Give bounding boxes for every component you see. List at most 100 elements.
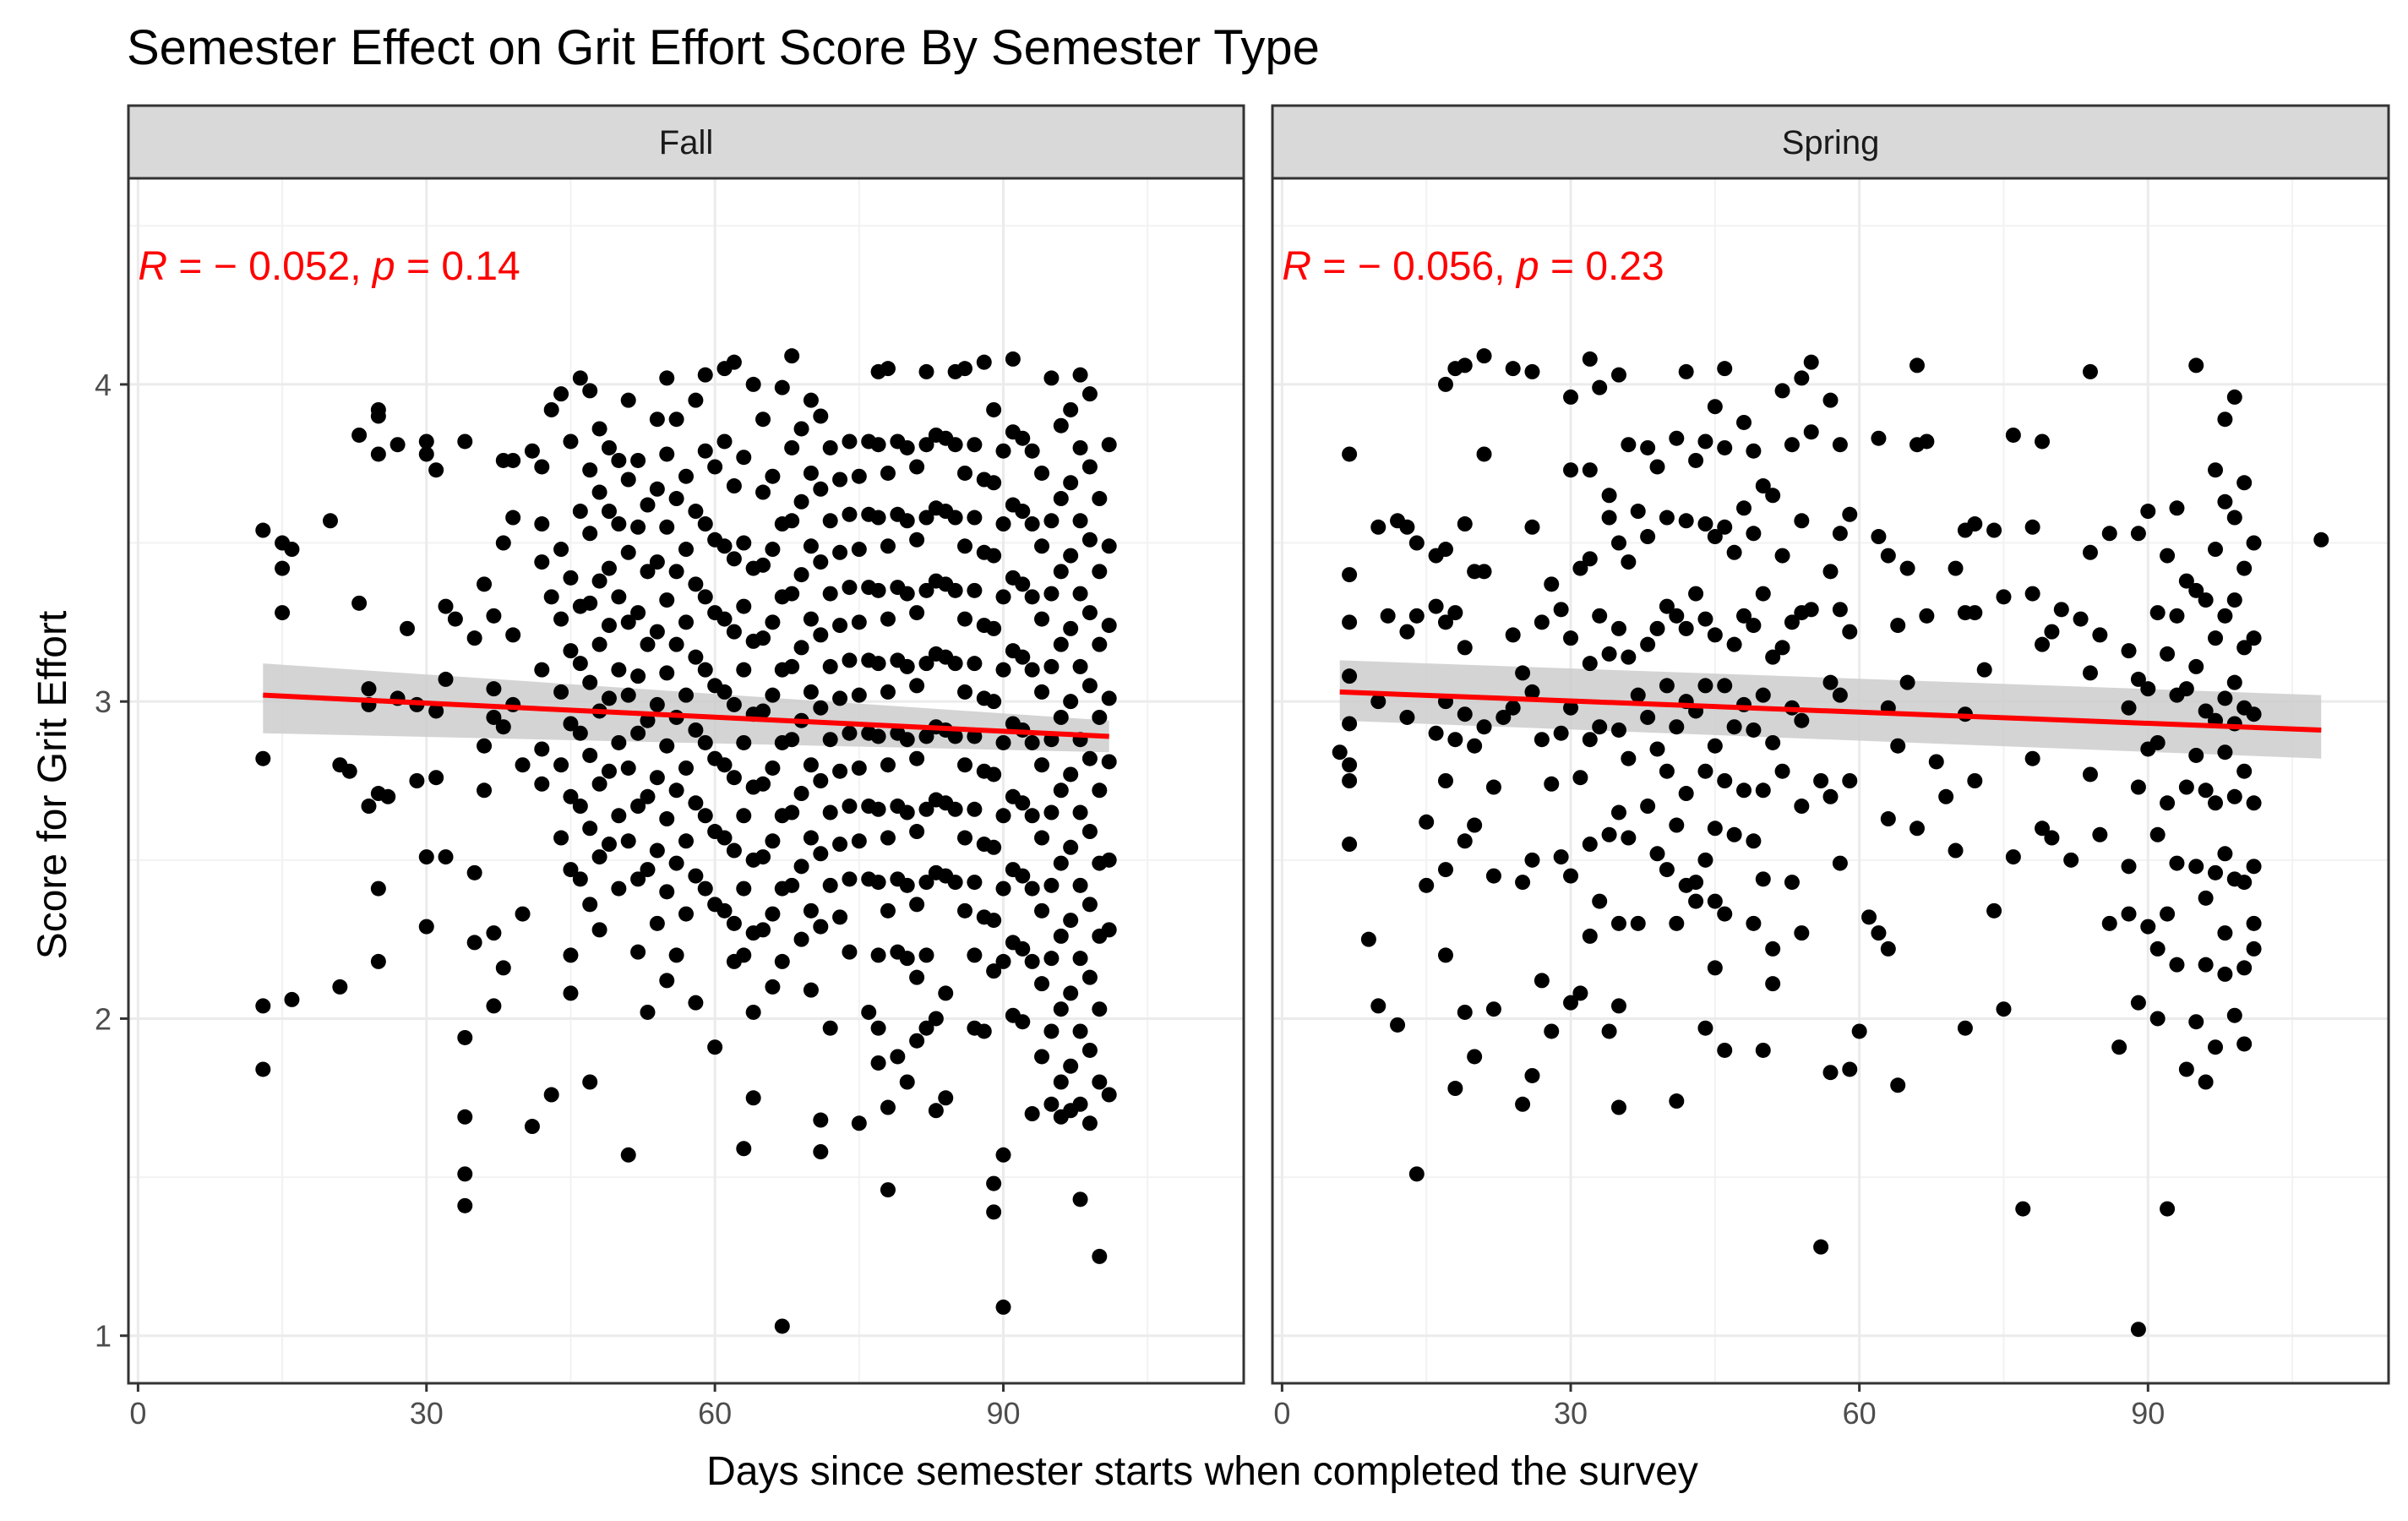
data-point [1043, 658, 1060, 674]
data-point [1092, 564, 1108, 580]
annotation-p-symbol: p [371, 244, 395, 289]
data-point [563, 570, 579, 586]
data-point [534, 459, 550, 475]
data-point [1053, 1001, 1069, 1017]
data-point [1005, 351, 1021, 367]
data-point [1880, 811, 1896, 827]
data-point [2101, 526, 2117, 542]
data-point [957, 538, 972, 554]
data-point [899, 1074, 915, 1090]
data-point [716, 611, 733, 627]
data-point [2198, 782, 2214, 799]
data-point [1621, 554, 1637, 570]
data-point [678, 833, 694, 849]
data-point [591, 421, 607, 437]
data-point [947, 801, 963, 817]
data-point [1794, 370, 1810, 386]
data-point [1072, 877, 1088, 893]
data-point [1419, 814, 1435, 830]
data-point [524, 1119, 540, 1135]
data-point [842, 433, 858, 450]
data-point [899, 951, 915, 967]
data-point [899, 877, 915, 893]
x-tick-label: 90 [986, 1396, 1020, 1431]
data-point [851, 614, 867, 630]
data-point [601, 439, 617, 455]
data-point [1765, 649, 1781, 665]
data-point [1832, 437, 1848, 453]
data-point [1081, 532, 1098, 548]
data-point [918, 363, 934, 379]
data-point [803, 465, 819, 481]
data-point [611, 808, 627, 824]
data-point [832, 544, 848, 560]
data-point [2217, 493, 2233, 510]
data-point [716, 684, 733, 700]
data-point [918, 582, 934, 598]
data-point [2188, 859, 2204, 875]
data-point [640, 862, 656, 878]
data-point [1640, 529, 1656, 545]
data-point [890, 1049, 906, 1065]
data-point [870, 801, 886, 817]
data-point [1408, 608, 1425, 624]
data-point [880, 902, 896, 919]
data-point [361, 799, 377, 815]
data-point [1370, 519, 1387, 535]
data-point [755, 703, 771, 719]
data-point [2198, 957, 2214, 973]
data-point [370, 401, 386, 417]
data-point [938, 1090, 954, 1106]
data-point [630, 605, 646, 621]
data-point [1822, 392, 1839, 408]
data-point [428, 703, 444, 719]
data-point [649, 412, 665, 428]
data-point [736, 1141, 752, 1157]
data-point [870, 1055, 886, 1071]
data-point [1092, 1248, 1108, 1264]
data-point [2246, 940, 2262, 957]
data-point [842, 506, 858, 522]
data-point [688, 576, 704, 592]
data-point [822, 1020, 838, 1036]
data-point [1515, 875, 1531, 891]
data-point [2111, 1039, 2127, 1055]
data-point [428, 770, 444, 786]
data-point [351, 427, 368, 443]
data-point [1919, 433, 1935, 450]
data-point [745, 1004, 761, 1020]
data-point [1467, 738, 1483, 754]
data-point [1832, 526, 1848, 542]
data-point [2140, 504, 2156, 520]
data-point [995, 734, 1011, 750]
data-point [601, 763, 617, 779]
data-point [495, 535, 511, 551]
data-point [1861, 909, 1877, 925]
data-point [1043, 804, 1060, 820]
data-point [668, 947, 684, 963]
data-point [2015, 1201, 2031, 1217]
data-point [1063, 913, 1079, 929]
data-point [649, 624, 665, 640]
data-point [620, 614, 636, 630]
data-point [957, 830, 972, 846]
data-point [678, 760, 694, 776]
data-point [591, 573, 607, 589]
data-point [1610, 1099, 1626, 1115]
data-point [2130, 995, 2146, 1011]
data-point [1485, 1001, 1501, 1017]
data-point [2198, 592, 2214, 608]
data-point [1610, 535, 1626, 551]
data-point [640, 1004, 656, 1020]
data-point [2188, 357, 2204, 373]
data-point [1063, 475, 1079, 491]
data-point [611, 662, 627, 678]
correlation-annotation: R = − 0.056, p = 0.23 [1282, 244, 1664, 289]
data-point [2121, 700, 2137, 716]
data-point [332, 979, 348, 995]
data-point [774, 1318, 790, 1334]
data-point [947, 582, 963, 598]
data-point [2024, 586, 2040, 602]
data-point [736, 598, 752, 614]
data-point [986, 1175, 1002, 1191]
